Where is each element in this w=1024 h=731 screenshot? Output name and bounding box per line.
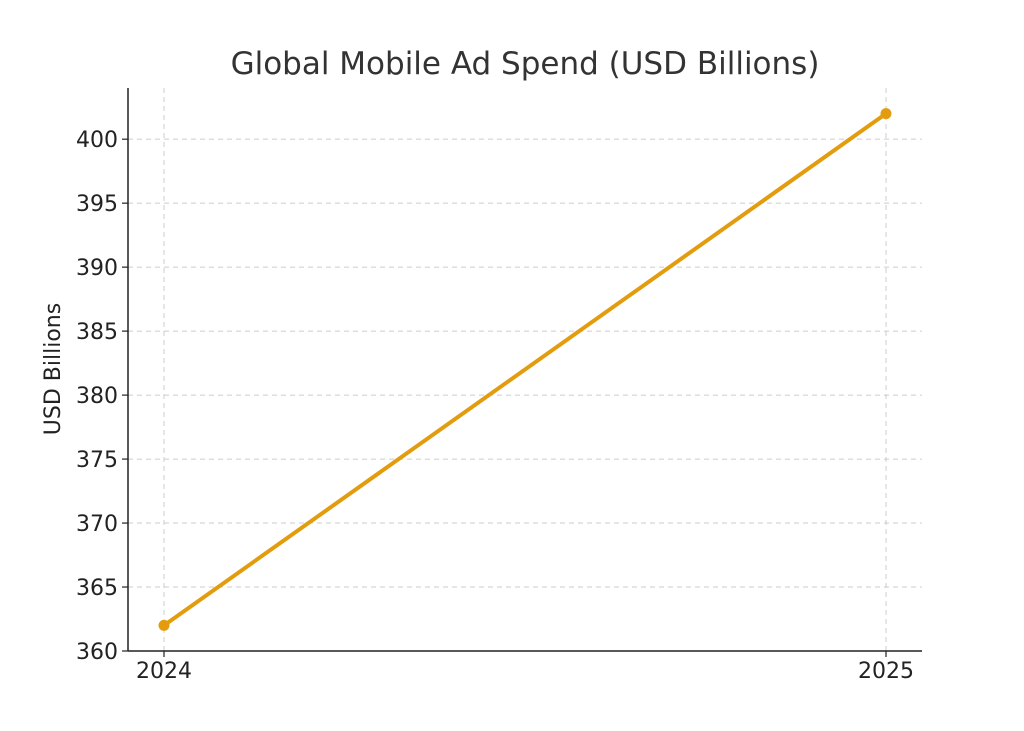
y-axis-label: USD Billions — [41, 303, 66, 435]
x-tick-label: 2025 — [858, 659, 914, 684]
y-tick-label: 360 — [76, 640, 118, 665]
series-line — [162, 111, 888, 628]
x-tick-label: 2024 — [136, 659, 192, 684]
y-tick-label: 385 — [76, 320, 118, 345]
y-tick-label: 400 — [76, 128, 118, 153]
tick-labels: 360 365 370 375 380 385 390 395 400 2024 2025 — [76, 128, 914, 684]
axes — [122, 88, 922, 657]
y-tick-label: 370 — [76, 512, 118, 537]
y-tick-label: 390 — [76, 256, 118, 281]
data-point-2024 — [158, 619, 170, 631]
series — [158, 108, 892, 631]
y-tick-label: 380 — [76, 384, 118, 409]
data-point-2025 — [880, 108, 892, 120]
grid — [128, 88, 922, 652]
y-tick-label: 365 — [76, 576, 118, 601]
y-tick-label: 375 — [76, 448, 118, 473]
chart-title: Global Mobile Ad Spend (USD Billions) — [231, 46, 820, 82]
y-tick-label: 395 — [76, 192, 118, 217]
